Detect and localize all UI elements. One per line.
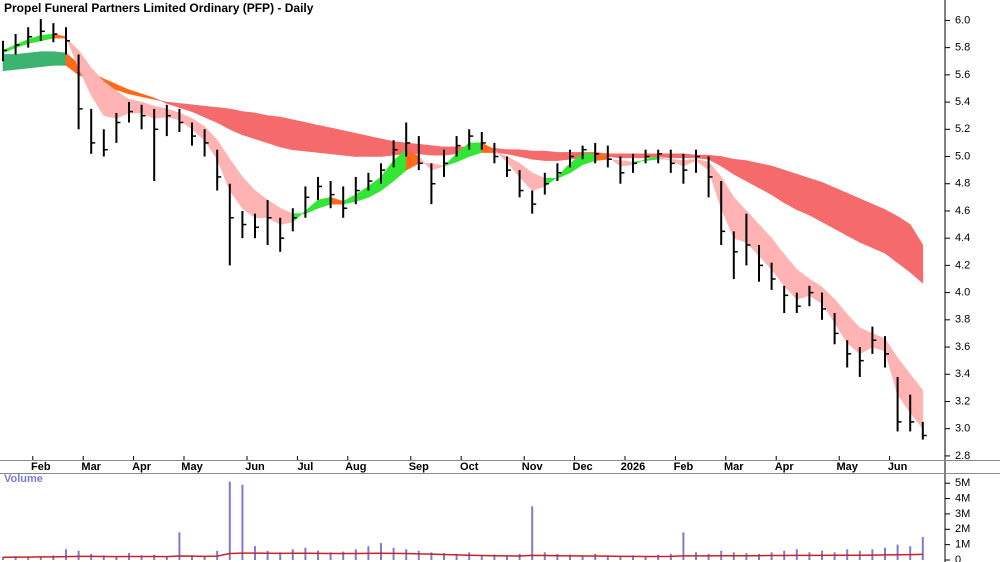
ma-band <box>557 152 571 161</box>
volume-tick-label: 4M <box>955 492 970 504</box>
chart-title: Propel Funeral Partners Limited Ordinary… <box>4 1 314 15</box>
x-tick-label: Mar <box>81 461 101 473</box>
x-tick-label: Oct <box>460 461 479 473</box>
ma-band <box>431 145 445 156</box>
x-tick-label: Sep <box>409 461 429 473</box>
ma-band <box>859 198 873 249</box>
ma-band <box>809 177 823 223</box>
y-tick-label: 5.8 <box>955 42 970 54</box>
volume-label: Volume <box>4 473 43 485</box>
y-tick-label: 5.4 <box>955 96 970 108</box>
x-tick-label: Feb <box>674 461 694 473</box>
x-tick-label: Jul <box>297 461 313 473</box>
ma-band <box>355 133 369 157</box>
x-tick-label: Mar <box>724 461 744 473</box>
ma-band <box>670 153 684 159</box>
y-tick-label: 3.2 <box>955 395 970 407</box>
y-tick-label: 3.6 <box>955 341 970 353</box>
ma-band <box>544 150 558 161</box>
volume-tick-label: 3M <box>955 508 970 520</box>
y-tick-label: 5.2 <box>955 123 970 135</box>
ma-band <box>15 52 29 70</box>
y-tick-label: 6.0 <box>955 14 970 26</box>
y-tick-label: 3.0 <box>955 423 970 435</box>
x-tick-label: Dec <box>573 461 593 473</box>
ma-band <box>531 150 546 161</box>
ma-band <box>254 112 268 144</box>
ma-band <box>380 138 394 157</box>
y-tick-label: 2.8 <box>955 450 970 462</box>
y-tick-label: 4.6 <box>955 205 970 217</box>
ma-band <box>342 130 357 157</box>
ma-band <box>53 51 67 66</box>
x-tick-label: Jun <box>888 461 908 473</box>
volume-tick-label: 1M <box>955 539 970 551</box>
y-tick-label: 4.2 <box>955 259 970 271</box>
ma-band <box>40 51 54 68</box>
ma-band <box>317 124 331 155</box>
volume-tick-label: 5M <box>955 477 970 489</box>
x-tick-label: Apr <box>132 461 152 473</box>
ma-band <box>796 173 810 216</box>
ma-band <box>909 373 924 430</box>
ma-band <box>368 135 382 157</box>
y-tick-label: 4.4 <box>955 232 970 244</box>
y-tick-label: 3.8 <box>955 314 970 326</box>
ma-band <box>821 181 835 230</box>
ma-band <box>783 169 798 211</box>
x-tick-label: Aug <box>345 461 366 473</box>
ma-band <box>305 122 319 153</box>
ma-band <box>846 192 861 243</box>
x-tick-label: Apr <box>775 461 795 473</box>
ma-band <box>834 187 848 236</box>
volume-tick-label: 0 <box>955 554 961 562</box>
ma-band <box>330 127 344 156</box>
ma-band <box>292 119 306 152</box>
y-tick-label: 4.0 <box>955 287 970 299</box>
volume-tick-label: 2M <box>955 523 970 535</box>
ma-band <box>620 153 634 159</box>
volume-average <box>2 552 923 558</box>
x-tick-label: Feb <box>31 461 51 473</box>
ma-band <box>872 203 886 254</box>
y-tick-label: 5.6 <box>955 69 970 81</box>
ma-band <box>632 153 646 159</box>
x-tick-label: Nov <box>522 461 544 473</box>
ma-band <box>242 111 256 140</box>
ma-band <box>27 51 42 69</box>
ma-band <box>279 116 294 151</box>
ma-band <box>897 215 911 273</box>
ma-band <box>884 209 898 264</box>
x-tick-label: 2026 <box>621 461 645 473</box>
ma-band <box>443 146 457 156</box>
ma-band <box>418 143 432 156</box>
ma-band <box>2 54 16 72</box>
y-tick-label: 4.8 <box>955 178 970 190</box>
ma-band <box>909 223 924 284</box>
x-tick-label: May <box>181 461 203 473</box>
y-tick-label: 3.4 <box>955 368 970 380</box>
ma-band <box>267 115 281 148</box>
x-tick-label: May <box>836 461 858 473</box>
y-tick-label: 5.0 <box>955 150 970 162</box>
x-tick-label: Jun <box>245 461 265 473</box>
